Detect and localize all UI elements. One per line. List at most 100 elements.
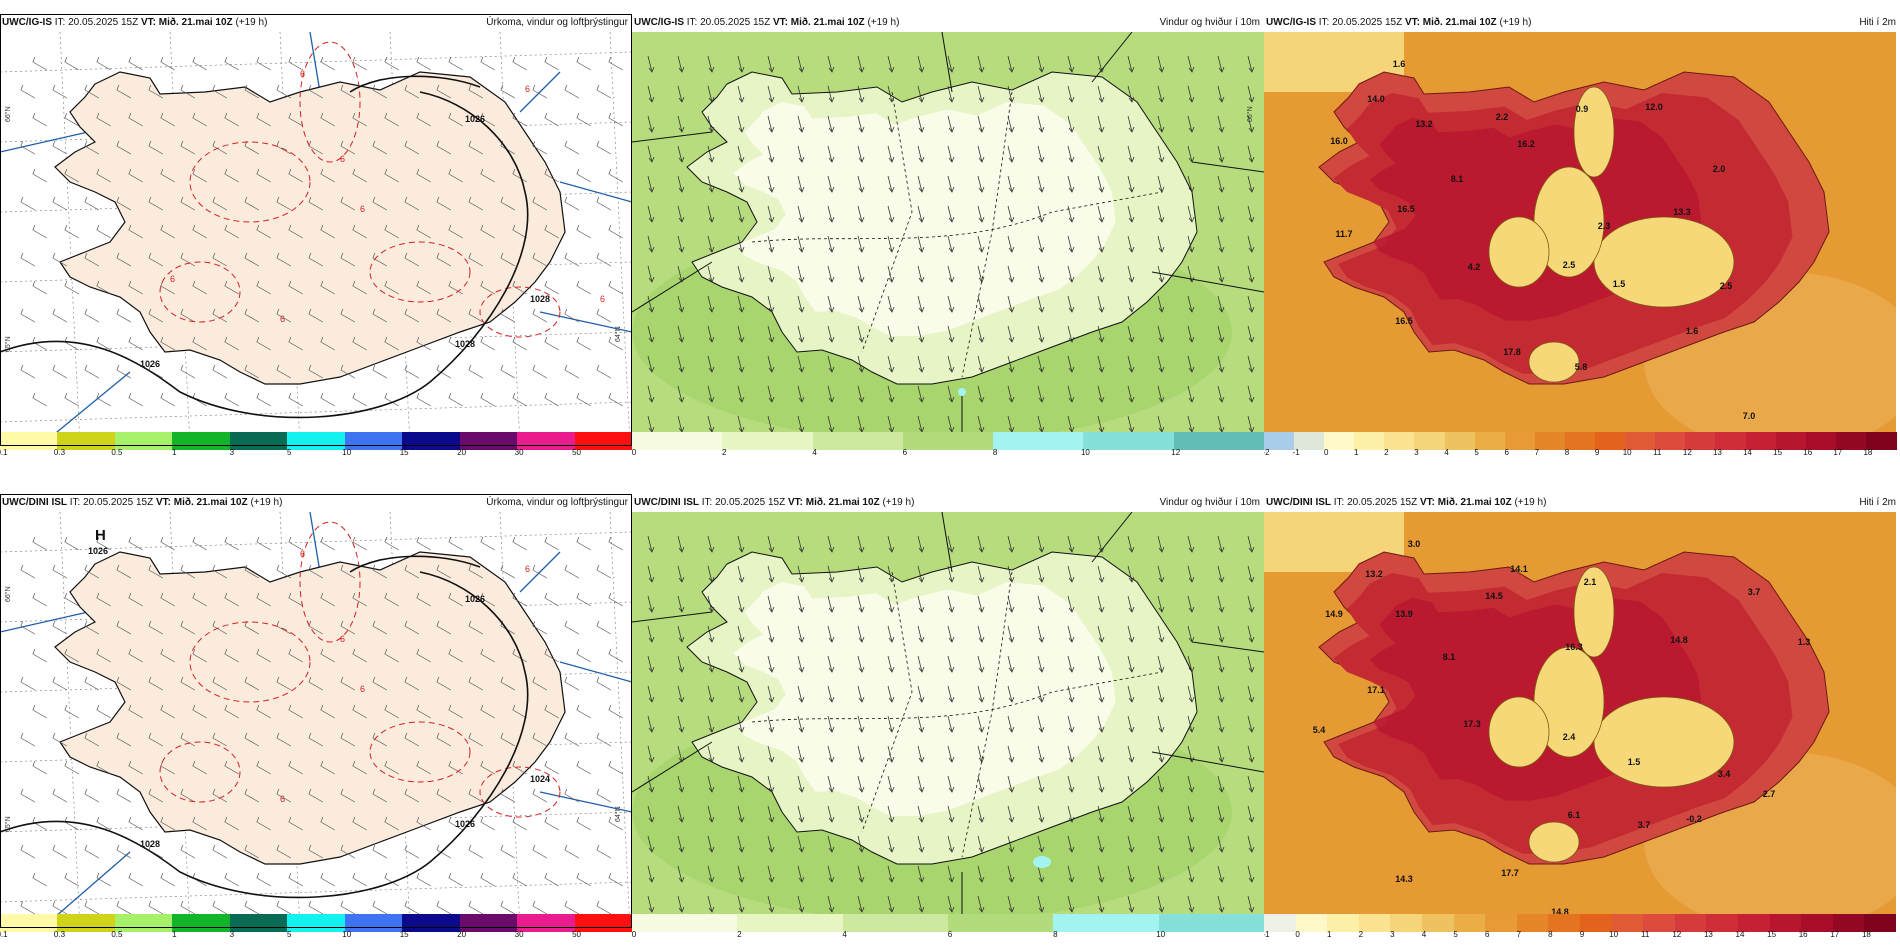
wind-barb-flag bbox=[372, 564, 376, 571]
wind-barb bbox=[544, 61, 560, 71]
colorbar-swatch bbox=[1769, 914, 1802, 932]
wind-barb bbox=[404, 369, 420, 379]
wind-arrow bbox=[977, 175, 985, 193]
colorbar-swatch bbox=[1685, 432, 1717, 450]
wind-barb-flag bbox=[32, 704, 36, 711]
wind-barb bbox=[608, 61, 624, 71]
wind-barb bbox=[288, 597, 304, 607]
wind-barb-flag bbox=[212, 196, 216, 203]
wind-barb bbox=[608, 341, 624, 351]
wind-barb-flag bbox=[576, 168, 580, 175]
wind-arrow bbox=[1187, 265, 1195, 283]
wind-barb bbox=[532, 257, 548, 267]
temperature-map[interactable]: 1.614.013.22.20.9 12.016.0 16.22.08.116.51… bbox=[1264, 32, 1896, 446]
lead-time: (+19 h) bbox=[1499, 17, 1532, 28]
colorbar-swatch bbox=[459, 914, 518, 932]
temperature-value-label: 8.1 bbox=[1451, 174, 1464, 184]
wind-arrow bbox=[1007, 685, 1015, 703]
wind-arrow bbox=[767, 235, 775, 253]
temperature-value-label: 14.3 bbox=[1395, 874, 1413, 884]
wind-barb-flag bbox=[224, 536, 228, 543]
colorbar-tick-label: 10 bbox=[1609, 930, 1619, 939]
wind-arrow bbox=[767, 655, 775, 673]
wind-barb bbox=[436, 569, 452, 579]
wind-barb-flag bbox=[148, 308, 152, 315]
wind-barb bbox=[52, 145, 68, 155]
wind-arrow bbox=[677, 775, 685, 793]
wind-barb bbox=[244, 737, 260, 747]
colorbar-tick-label: 0.1 bbox=[0, 448, 8, 457]
wind-arrow bbox=[977, 775, 985, 793]
temperature-value-label: 7.0 bbox=[1743, 411, 1756, 421]
wind-barb-flag bbox=[480, 280, 484, 287]
temperature-value-label: 2.7 bbox=[1763, 789, 1776, 799]
wind-barb bbox=[468, 89, 484, 99]
wind-barb bbox=[416, 61, 432, 71]
wind-arrow bbox=[887, 55, 895, 73]
wind-map[interactable]: 66°N bbox=[632, 32, 1264, 446]
wind-barb bbox=[52, 257, 68, 267]
wind-arrow bbox=[1037, 865, 1045, 883]
wind-barb-flag bbox=[596, 252, 600, 259]
wind-arrow bbox=[1097, 55, 1105, 73]
wind-arrow bbox=[797, 805, 805, 823]
wind-barb-flag bbox=[372, 732, 376, 739]
wind-barb-flag bbox=[84, 620, 88, 627]
wind-barb-flag bbox=[532, 732, 536, 739]
temperature-value-label: 5.4 bbox=[1313, 725, 1326, 735]
high-pressure-letter: H bbox=[95, 527, 106, 544]
wind-barb-flag bbox=[384, 648, 388, 655]
wind-arrow bbox=[1187, 685, 1195, 703]
wind-arrow bbox=[737, 145, 745, 163]
wind-barb bbox=[404, 201, 420, 211]
wind-barb bbox=[116, 793, 132, 803]
temperature-value-label: 13.2 bbox=[1415, 119, 1433, 129]
wind-barb bbox=[32, 877, 48, 887]
wind-barb-flag bbox=[64, 168, 68, 175]
wind-colorbar: 0 2 4 6 8 10 12 bbox=[632, 432, 1264, 457]
wind-arrow bbox=[1097, 745, 1105, 763]
colorbar-tick-label: 0.3 bbox=[53, 448, 66, 457]
wind-arrow bbox=[977, 865, 985, 883]
wind-barb-flag bbox=[352, 112, 356, 119]
wind-arrow bbox=[977, 835, 985, 853]
wind-barb bbox=[212, 849, 228, 859]
wind-barb bbox=[544, 653, 560, 663]
wind-barb-flag bbox=[404, 788, 408, 795]
precip-contour-label: 6 bbox=[300, 69, 305, 79]
wind-barb bbox=[352, 397, 368, 407]
temperature-value-label: 14.5 bbox=[1485, 591, 1503, 601]
wind-arrow bbox=[827, 295, 835, 313]
wind-arrow bbox=[827, 235, 835, 253]
wind-barb bbox=[576, 597, 592, 607]
wind-barb bbox=[352, 653, 368, 663]
init-time: IT: 20.05.2025 15Z bbox=[1318, 17, 1403, 28]
wind-barb bbox=[608, 709, 624, 719]
colorbar-swatch bbox=[1832, 914, 1865, 932]
isobar bbox=[0, 571, 529, 899]
wind-barb bbox=[372, 89, 388, 99]
temperature-map[interactable]: 3.013.2 14.12.114.9 13.914.5 3.78.116.314.8… bbox=[1264, 512, 1896, 930]
wind-barb-flag bbox=[564, 844, 568, 851]
wind-barb-flag bbox=[128, 648, 132, 655]
wind-barb bbox=[160, 173, 176, 183]
wind-map[interactable] bbox=[632, 512, 1264, 930]
wind-barb bbox=[96, 341, 112, 351]
wind-barb-flag bbox=[512, 648, 516, 655]
wind-arrow bbox=[1067, 685, 1075, 703]
glacier-cold-area bbox=[1528, 341, 1580, 383]
wind-arrow bbox=[977, 235, 985, 253]
wind-barb-flag bbox=[20, 732, 24, 739]
wind-barb-flag bbox=[352, 704, 356, 711]
wind-barb bbox=[500, 569, 516, 579]
wind-arrow bbox=[1217, 115, 1225, 133]
wind-arrow bbox=[827, 535, 835, 553]
wind-arrow bbox=[947, 805, 955, 823]
wind-barb bbox=[96, 597, 112, 607]
wind-arrow bbox=[737, 385, 745, 403]
wind-arrow bbox=[1067, 775, 1075, 793]
wind-arrow bbox=[1217, 685, 1225, 703]
wind-arrow bbox=[947, 145, 955, 163]
